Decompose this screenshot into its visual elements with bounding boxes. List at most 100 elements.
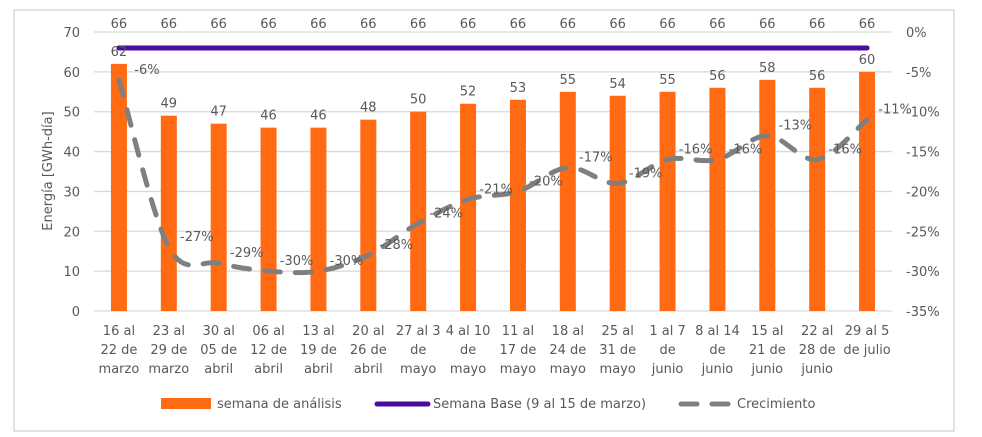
bar-value-label: 60 [859, 53, 876, 68]
bar-value-label: 53 [510, 81, 527, 96]
bar [659, 91, 676, 312]
x-tick-label: 18 al 24 de mayo [549, 324, 586, 377]
base-value-label: 66 [161, 17, 178, 32]
growth-line [116, 77, 870, 276]
x-tick-label: 30 al 05 de abril [200, 324, 237, 377]
legend-label-bars: semana de análisis [217, 397, 342, 412]
x-tick-label: 22 al 28 de junio [799, 324, 836, 377]
growth-value-label: -16% [828, 143, 862, 158]
x-tick-label: 4 al 10 de mayo [446, 324, 491, 377]
bar-value-label: 56 [709, 69, 726, 84]
y-tick-label: 50 [63, 106, 80, 121]
bar [360, 119, 377, 311]
bar [509, 99, 526, 311]
y2-tick-label: -30% [906, 265, 940, 280]
y2-tick-label: -25% [906, 225, 940, 240]
growth-value-label: -29% [230, 246, 264, 261]
x-tick-label: 25 al 31 de mayo [599, 324, 636, 377]
bar [310, 127, 327, 312]
x-tick-label: 1 al 7 de junio [649, 324, 685, 377]
base-value-label: 66 [709, 17, 726, 32]
growth-value-label: -21% [479, 182, 513, 197]
bar [210, 123, 227, 312]
growth-value-label: -16% [729, 143, 763, 158]
base-value-label: 66 [460, 17, 477, 32]
bar-value-label: 52 [460, 85, 477, 100]
x-tick-label: 15 al 21 de junio [749, 324, 786, 377]
base-value-label: 66 [560, 17, 577, 32]
bar-value-label: 50 [410, 93, 427, 108]
bar-value-label: 62 [111, 45, 128, 60]
base-value-label: 66 [759, 17, 776, 32]
bar [709, 87, 726, 311]
y-axis-title: Energía [GWh-día] [41, 111, 56, 230]
y2-tick-label: -35% [906, 305, 940, 320]
growth-value-label: -16% [679, 143, 713, 158]
bar [759, 79, 776, 311]
growth-value-label: -30% [330, 254, 364, 269]
base-value-label: 66 [360, 17, 377, 32]
x-tick-label: 11 al 17 de mayo [499, 324, 536, 377]
bar-value-label: 58 [759, 61, 776, 76]
bar [809, 87, 826, 311]
base-value-label: 66 [859, 17, 876, 32]
bar-value-label: 55 [560, 73, 577, 88]
bar [559, 91, 576, 312]
y-tick-label: 40 [63, 146, 80, 161]
y-tick-label: 60 [63, 66, 80, 81]
legend-label-base: Semana Base (9 al 15 de marzo) [433, 397, 646, 412]
chart-frame [13, 9, 955, 432]
x-tick-label: 8 al 14 de junio [695, 324, 740, 377]
y-tick-label: 70 [63, 26, 80, 41]
bar-value-label: 56 [809, 69, 826, 84]
growth-value-label: -27% [180, 230, 214, 245]
legend-swatch-bars [161, 398, 211, 409]
y2-tick-label: -20% [906, 185, 940, 200]
bar [410, 111, 427, 311]
base-value-label: 66 [111, 17, 128, 32]
bar [460, 103, 477, 311]
base-value-label: 66 [609, 17, 626, 32]
bar [859, 71, 876, 311]
x-tick-label: 06 al 12 de abril [250, 324, 287, 377]
y-tick-label: 10 [63, 265, 80, 280]
bar-value-label: 54 [609, 77, 626, 92]
y2-tick-label: 0% [906, 26, 927, 41]
growth-value-label: -24% [429, 206, 463, 221]
bar [260, 127, 277, 312]
bar [160, 115, 177, 311]
bar-value-label: 48 [360, 101, 377, 116]
y-tick-label: 0 [72, 305, 80, 320]
growth-value-label: -28% [380, 238, 414, 253]
x-tick-label: 23 al 29 de marzo [148, 324, 189, 377]
growth-value-label: -11% [878, 103, 912, 118]
x-tick-label: 20 al 26 de abril [350, 324, 387, 377]
bar [110, 63, 127, 312]
bar [609, 95, 626, 312]
bar-value-label: 47 [210, 105, 227, 120]
y-tick-label: 30 [63, 185, 80, 200]
y2-tick-label: -10% [906, 106, 940, 121]
y2-tick-label: -5% [906, 66, 931, 81]
y-tick-label: 20 [63, 225, 80, 240]
base-value-label: 66 [310, 17, 327, 32]
y2-tick-label: -15% [906, 146, 940, 161]
growth-value-label: -6% [134, 63, 159, 78]
x-tick-label: 29 al 5 de julio [843, 324, 890, 358]
bar-value-label: 55 [659, 73, 676, 88]
base-value-label: 66 [510, 17, 527, 32]
growth-value-label: -13% [779, 119, 813, 134]
bar-value-label: 49 [161, 97, 178, 112]
growth-value-label: -20% [529, 174, 563, 189]
base-value-label: 66 [659, 17, 676, 32]
growth-value-label: -30% [280, 254, 314, 269]
growth-value-label: -19% [629, 166, 663, 181]
bar-value-label: 46 [310, 109, 327, 124]
base-value-label: 66 [809, 17, 826, 32]
x-tick-label: 27 al 3 de mayo [396, 324, 441, 377]
bar-value-label: 46 [260, 109, 277, 124]
base-value-label: 66 [410, 17, 427, 32]
base-value-label: 66 [210, 17, 227, 32]
